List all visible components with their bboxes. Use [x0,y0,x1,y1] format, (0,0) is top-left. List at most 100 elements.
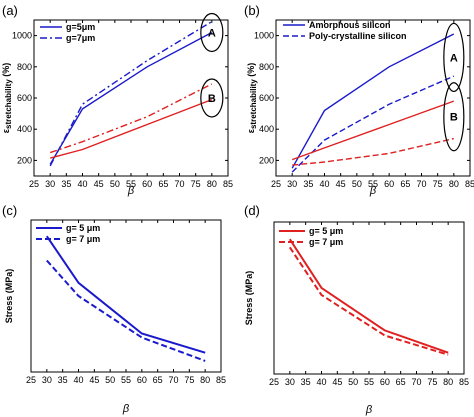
x-tick-label: 25 [29,179,39,189]
x-tick-label: 70 [411,377,421,387]
x-tick-label: 30 [285,377,295,387]
series-line-3 [291,100,455,161]
series-line-2 [46,259,206,362]
x-tick-label: 40 [73,375,83,385]
annotation-ellipse-2 [443,82,465,152]
x-tick-label: 45 [332,377,342,387]
x-tick-label: 55 [368,179,378,189]
series-line-3 [50,98,213,159]
x-tick-label: 25 [269,377,279,387]
x-axis-label: β [369,185,377,197]
x-tick-label: 85 [216,375,226,385]
x-tick-label: 80 [443,377,453,387]
x-tick-label: 40 [319,179,329,189]
y-axis-label: εstretchability (%) [246,63,258,134]
series-line-4 [49,83,213,154]
x-tick-label: 70 [174,179,184,189]
x-tick-label: 70 [416,179,426,189]
x-tick-label: 70 [168,375,178,385]
x-axis-label: β [127,185,135,197]
annotation-label-2: B [208,93,216,105]
annotation-ellipse-1 [443,22,465,93]
y-tick-label: 600 [259,93,274,103]
x-tick-label: 55 [364,377,374,387]
legend-entry-1: Amorphous silicon [309,20,391,30]
x-tick-label: 60 [137,375,147,385]
y-tick-label: 200 [17,155,32,165]
y-axis-label: Stress (MPa) [4,269,14,324]
panel-label: (c) [2,203,17,218]
x-tick-label: 35 [61,179,71,189]
legend-entry-2: g=7μm [66,33,95,43]
x-tick-label: 55 [126,179,136,189]
y-tick-label: 600 [17,93,32,103]
annotation-label-1: A [208,27,216,39]
x-tick-label: 35 [303,179,313,189]
x-tick-label: 40 [77,179,87,189]
x-tick-label: 25 [26,375,36,385]
annotation-label-1: A [450,52,458,64]
series-line-1 [45,235,206,354]
plot-frame [275,19,471,177]
x-tick-label: 75 [427,377,437,387]
y-axis-label: Stress (MPa) [244,271,254,326]
x-axis-label: β [365,404,373,416]
chart-panel-4: (d) 25 30 35 40 45 50 55 60 65 70 75 80 85 β Stress (MP… [244,203,469,416]
x-tick-label: 35 [301,377,311,387]
x-tick-label: 80 [200,375,210,385]
x-tick-label: 30 [45,179,55,189]
x-tick-label: 85 [459,377,469,387]
y-tick-label: 1000 [254,31,274,41]
y-axis-label: εstretchability (%) [1,63,13,134]
series-line-2 [291,75,455,173]
series-line-2 [288,246,449,356]
x-tick-label: 30 [287,179,297,189]
plot-frame [33,19,229,177]
panel-label: (d) [244,203,260,218]
x-axis-label: β [122,403,130,415]
y-tick-label: 800 [259,62,274,72]
y-tick-label: 800 [17,62,32,72]
series-line-1 [291,33,455,169]
x-tick-label: 65 [158,179,168,189]
panel-label: (a) [2,3,18,18]
x-tick-label: 85 [223,179,233,189]
legend-entry-1: g= 5 μm [66,223,100,233]
legend-entry-1: g= 5 μm [309,226,343,236]
legend-entry-2: g= 7 μm [309,237,343,247]
x-tick-label: 75 [433,179,443,189]
x-tick-label: 45 [336,179,346,189]
series-line-4 [292,137,454,166]
chart-panel-2: (b) 25 30 35 40 45 50 55 60 65 70 75 80 85 200 400 600 80… [244,3,474,197]
x-tick-label: 35 [58,375,68,385]
x-tick-label: 50 [105,375,115,385]
y-tick-label: 200 [259,155,274,165]
x-tick-label: 80 [207,179,217,189]
chart-panel-1: (a) 25 30 35 40 45 50 55 60 65 70 75 80 85 200 400 600 80… [1,3,233,197]
x-tick-label: 60 [380,377,390,387]
legend-entry-2: Poly-crystalline silicon [309,31,407,41]
x-tick-label: 60 [384,179,394,189]
series-line-2 [49,21,213,167]
x-tick-label: 75 [191,179,201,189]
y-tick-label: 400 [259,124,274,134]
legend-entry-1: g=5μm [66,22,95,32]
x-tick-label: 45 [89,375,99,385]
x-tick-label: 50 [348,377,358,387]
x-tick-label: 75 [184,375,194,385]
x-tick-label: 40 [316,377,326,387]
x-tick-label: 85 [465,179,474,189]
chart-panel-3: (c) 25 30 35 40 45 50 55 60 65 70 75 80 85 β Stress (MP… [2,203,226,415]
x-tick-label: 60 [142,179,152,189]
series-line-1 [49,31,213,165]
annotation-ellipse-1 [200,12,224,53]
x-tick-label: 65 [400,179,410,189]
x-tick-label: 55 [121,375,131,385]
x-tick-label: 30 [42,375,52,385]
y-tick-label: 400 [17,124,32,134]
x-tick-label: 45 [94,179,104,189]
annotation-ellipse-2 [200,78,224,118]
y-tick-label: 1000 [12,31,32,41]
x-tick-label: 65 [396,377,406,387]
